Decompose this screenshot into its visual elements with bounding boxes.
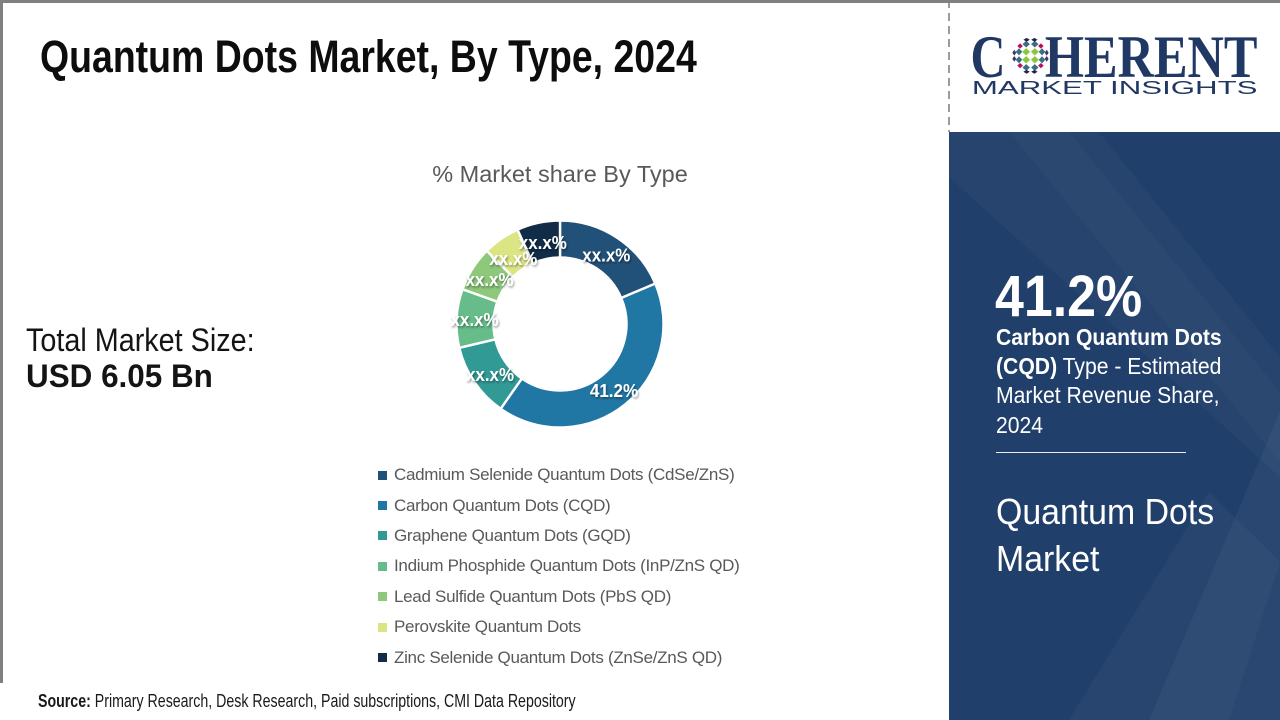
- svg-text:41.2%: 41.2%: [590, 381, 638, 401]
- svg-text:HERENT: HERENT: [1045, 24, 1258, 90]
- svg-text:xx.x%: xx.x%: [489, 249, 537, 269]
- svg-text:MARKET INSIGHTS: MARKET INSIGHTS: [972, 78, 1258, 98]
- svg-text:xx.x%: xx.x%: [519, 233, 567, 253]
- svg-text:xx.x%: xx.x%: [582, 246, 630, 266]
- svg-text:xx.x%: xx.x%: [451, 310, 499, 330]
- svg-text:xx.x%: xx.x%: [466, 365, 514, 385]
- svg-text:C: C: [971, 24, 1006, 90]
- svg-text:xx.x%: xx.x%: [466, 270, 514, 290]
